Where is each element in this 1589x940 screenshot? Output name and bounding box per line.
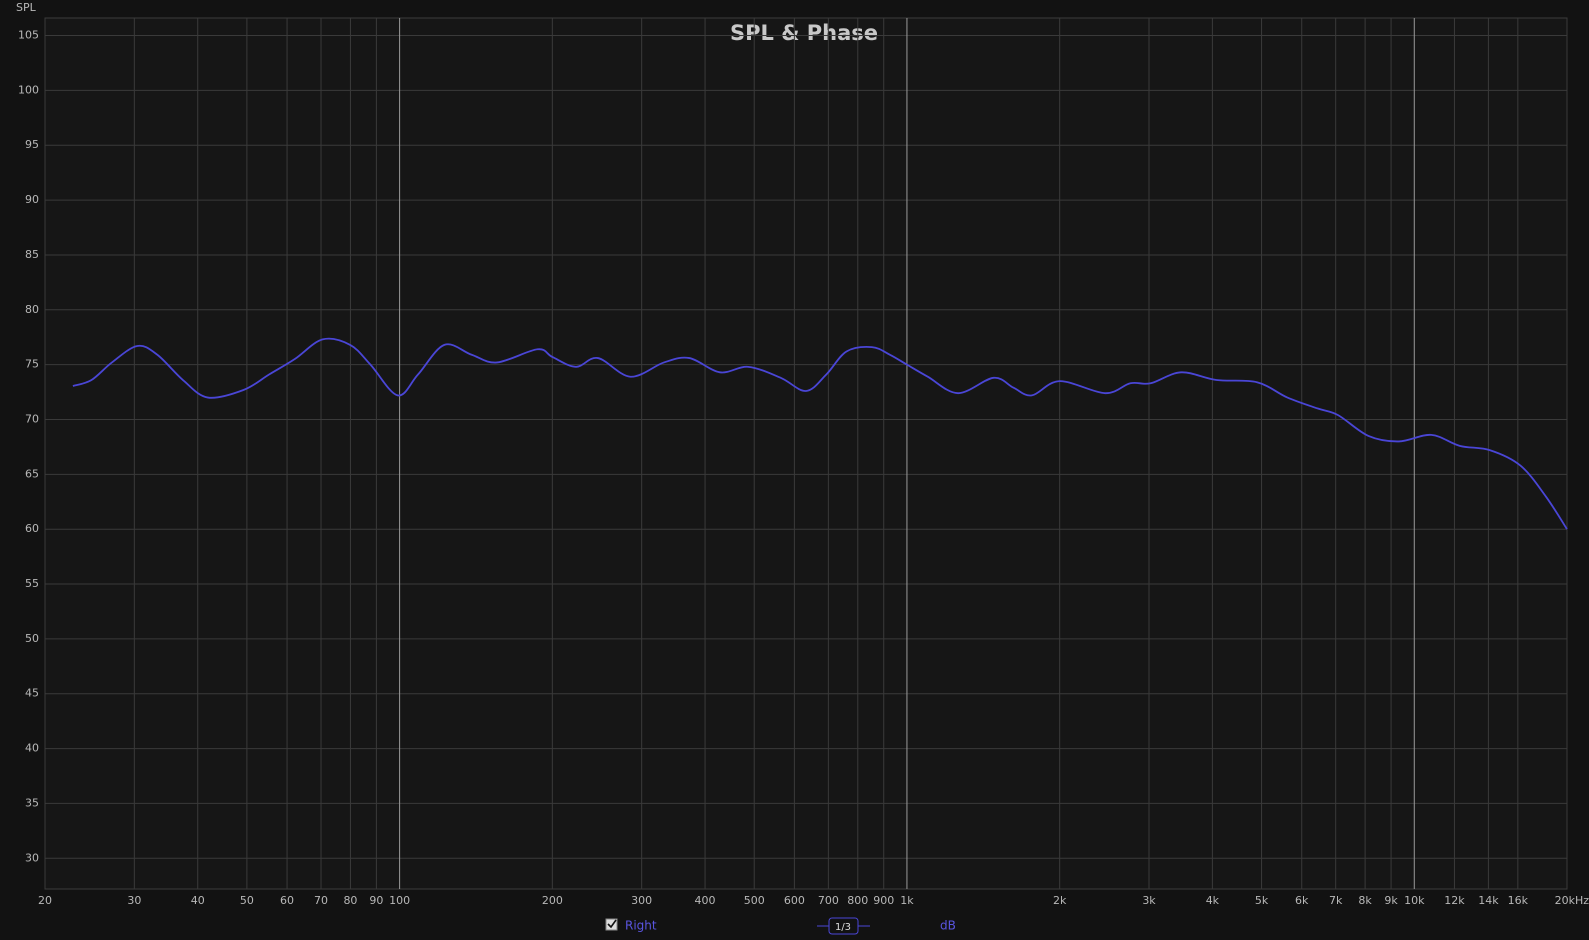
x-tick-label: 4k: [1206, 894, 1220, 907]
x-tick-label: 50: [240, 894, 254, 907]
y-tick-label: 30: [25, 851, 39, 864]
x-tick-label: 10k: [1404, 894, 1425, 907]
x-tick-label: 90: [369, 894, 383, 907]
y-tick-label: 50: [25, 632, 39, 645]
x-tick-label: 5k: [1255, 894, 1269, 907]
y-tick-label: 75: [25, 358, 39, 371]
y-tick-label: 55: [25, 577, 39, 590]
y-tick-label: 35: [25, 796, 39, 809]
x-tick-label: 9k: [1384, 894, 1398, 907]
x-tick-label: 300: [631, 894, 652, 907]
x-tick-label: 400: [695, 894, 716, 907]
legend-label[interactable]: Right: [625, 919, 657, 933]
y-axis-label: SPL: [16, 1, 37, 14]
smoothing-label[interactable]: 1/3: [835, 922, 851, 933]
legend-checkbox[interactable]: [605, 918, 618, 931]
x-tick-label: 20kHz: [1555, 894, 1589, 907]
x-tick-label: 200: [542, 894, 563, 907]
x-tick-label: 12k: [1444, 894, 1465, 907]
x-tick-label: 2k: [1053, 894, 1067, 907]
x-tick-label: 600: [784, 894, 805, 907]
x-tick-label: 7k: [1329, 894, 1343, 907]
x-tick-label: 800: [847, 894, 868, 907]
x-tick-label: 6k: [1295, 894, 1309, 907]
y-tick-label: 65: [25, 467, 39, 480]
y-tick-label: 40: [25, 742, 39, 755]
x-tick-label: 700: [818, 894, 839, 907]
y-tick-label: 105: [18, 29, 39, 42]
y-tick-label: 60: [25, 522, 39, 535]
x-tick-label: 14k: [1478, 894, 1499, 907]
x-tick-label: 30: [127, 894, 141, 907]
x-tick-label: 16k: [1508, 894, 1529, 907]
y-tick-label: 100: [18, 83, 39, 96]
y-tick-label: 85: [25, 248, 39, 261]
x-tick-label: 500: [744, 894, 765, 907]
y-tick-label: 45: [25, 687, 39, 700]
chart-title: SPL & Phase: [730, 21, 878, 45]
y-tick-label: 70: [25, 412, 39, 425]
x-tick-label: 80: [343, 894, 357, 907]
units-label: dB: [940, 919, 956, 933]
x-tick-label: 70: [314, 894, 328, 907]
checkmark: [607, 919, 617, 929]
x-tick-label: 900: [873, 894, 894, 907]
y-tick-label: 80: [25, 303, 39, 316]
y-tick-label: 90: [25, 193, 39, 206]
plot-area: [44, 17, 1568, 890]
x-tick-label: 1k: [900, 894, 914, 907]
smoothing-box[interactable]: [828, 917, 859, 935]
spl-curve: [72, 337, 1568, 530]
x-tick-label: 100: [389, 894, 410, 907]
x-tick-label: 8k: [1358, 894, 1372, 907]
x-tick-label: 3k: [1142, 894, 1156, 907]
y-tick-label: 95: [25, 138, 39, 151]
x-tick-label: 40: [191, 894, 205, 907]
x-tick-label: 20: [38, 894, 52, 907]
x-tick-label: 60: [280, 894, 294, 907]
